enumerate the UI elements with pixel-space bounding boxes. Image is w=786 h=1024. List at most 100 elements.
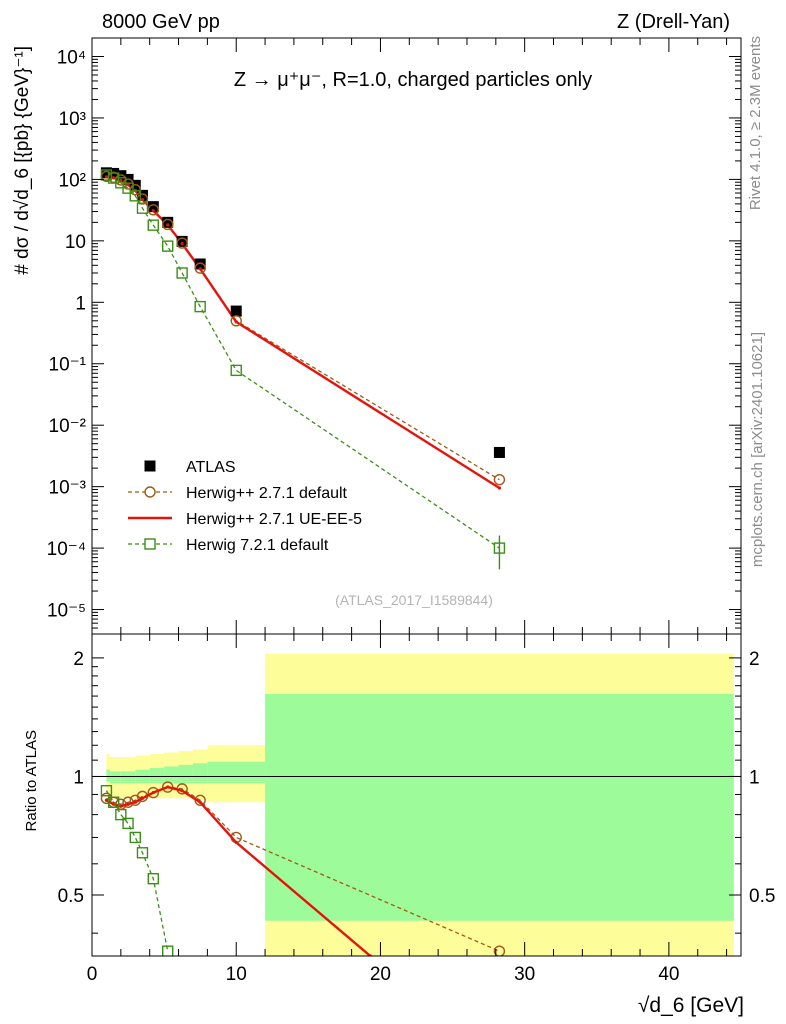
inner-band-bin	[106, 769, 111, 782]
y-tick-label: 10⁻⁵	[47, 601, 86, 622]
herwigpp-default-point	[176, 237, 188, 249]
ratio-series-group	[100, 781, 506, 956]
uncertainty-bands	[106, 653, 734, 956]
inner-band-bin	[110, 771, 121, 784]
ratio-point	[147, 872, 159, 885]
herwig7-default-point	[162, 240, 174, 252]
y-tick-label: 10⁴	[57, 47, 86, 68]
herwigpp-default-point	[147, 204, 159, 216]
plot-title: Z → μ⁺μ⁻, R=1.0, charged particles only	[234, 69, 592, 91]
legend-marker	[144, 538, 156, 550]
herwigpp-default-point	[136, 193, 149, 205]
legend-entry: Herwig++ 2.7.1 default	[128, 485, 348, 502]
ratio-y-tick-label-right: 2	[749, 649, 760, 670]
herwigpp-default-point	[194, 262, 206, 274]
ratio-y-tick-label: 1	[73, 767, 84, 788]
legend-marker	[144, 460, 156, 472]
ratio-point	[129, 831, 141, 844]
ratio-point	[126, 802, 130, 806]
legend-entry: Herwig++ 2.7.1 UE-EE-5	[128, 511, 362, 528]
herwigpp-ueee5-point	[104, 175, 109, 179]
x-tick-label: 20	[370, 964, 391, 985]
y-tick-label: 10³	[59, 109, 86, 130]
ratio-y-axis-label: Ratio to ATLAS	[23, 730, 40, 831]
ratio-point	[234, 840, 238, 845]
herwigpp-default-point	[493, 473, 506, 486]
herwigpp-ueee5-point	[151, 209, 155, 213]
herwigpp-default-point	[230, 315, 242, 327]
ratio-point	[107, 796, 120, 808]
herwigpp-ueee5-point	[166, 223, 170, 227]
main-series-group	[100, 167, 506, 570]
atlas-data-point	[162, 216, 174, 228]
inner-band-bin	[192, 763, 208, 784]
ratio-point	[100, 785, 113, 797]
atlas-data-point	[230, 305, 242, 317]
atlas-data-point	[100, 167, 112, 179]
herwigpp-ueee5-point	[112, 176, 116, 180]
herwigpp-default-point	[162, 218, 174, 231]
herwig7-default-point	[136, 202, 149, 214]
y-tick-label: 10²	[59, 170, 86, 191]
legend-label: ATLAS	[186, 459, 236, 476]
legend-label: Herwig 7.2.1 default	[186, 537, 329, 554]
x-tick-label: 0	[87, 964, 98, 985]
legend-label: Herwig++ 2.7.1 UE-EE-5	[186, 511, 362, 528]
herwigpp-ueee5-point	[234, 320, 238, 324]
ratio-point	[151, 790, 155, 795]
ratio-y-tick-label-right: 1	[749, 767, 760, 788]
mcplots-label: mcplots.cern.ch [arXiv:2401.10621]	[749, 332, 766, 567]
herwig7-default-point	[129, 190, 141, 202]
herwig7-default-point	[122, 182, 134, 194]
herwig7-default-point	[493, 542, 506, 554]
ratio-point	[166, 785, 170, 789]
y-tick-label: 10⁻³	[49, 478, 87, 499]
ratio-point	[104, 798, 109, 802]
ratio-y-tick-label: 0.5	[58, 886, 84, 907]
analysis-watermark: (ATLAS_2017_I1589844)	[335, 592, 493, 608]
herwig7-default-point	[100, 169, 113, 181]
ratio-point	[162, 945, 174, 956]
legend-entry: ATLAS	[144, 459, 236, 476]
x-axis-label: √d_6 [GeV]	[638, 994, 744, 1017]
x-tick-label: 40	[658, 964, 679, 985]
ratio-line-2	[105, 790, 169, 952]
inner-band-bin	[164, 766, 179, 784]
ratio-point	[140, 796, 145, 800]
header-left-label: 8000 GeV pp	[102, 11, 220, 33]
inner-band-bin	[149, 768, 165, 784]
atlas-data-point	[194, 258, 206, 270]
herwigpp-ueee5-point	[198, 267, 202, 271]
x-tick-label: 30	[514, 964, 535, 985]
ratio-point	[133, 800, 137, 804]
y-tick-label: 10⁻⁴	[47, 539, 86, 560]
herwigpp-ueee5-point	[119, 178, 123, 183]
inner-band-bin	[265, 693, 734, 921]
herwig7-default-point	[147, 219, 159, 231]
herwig7-default-point	[230, 364, 242, 377]
ratio-point	[122, 817, 134, 830]
legend-entry: Herwig 7.2.1 default	[128, 537, 329, 554]
ratio-y-tick-label: 2	[73, 649, 84, 670]
y-tick-label: 10⁻¹	[49, 355, 87, 376]
legend-label: Herwig++ 2.7.1 default	[186, 485, 348, 502]
main-y-axis-label: # dσ / d√d_6 [{pb} {GeV}⁻¹]	[12, 46, 33, 275]
ratio-point	[119, 804, 123, 808]
atlas-data-point	[136, 189, 148, 201]
legend: ATLAS Herwig++ 2.7.1 default Herwig++ 2.7.…	[128, 459, 362, 554]
y-tick-label: 1	[75, 293, 86, 314]
herwigpp-ueee5-point	[140, 197, 145, 202]
ratio-point	[493, 945, 506, 956]
inner-band-bin	[207, 761, 266, 784]
ratio-frame	[91, 633, 742, 957]
herwig7-default-point	[194, 300, 206, 313]
ratio-point	[147, 786, 159, 799]
inner-band-bin	[120, 771, 136, 784]
atlas-data-point	[176, 235, 188, 247]
ratio-point	[198, 800, 202, 804]
y-tick-label: 10	[65, 232, 86, 253]
header-right-label: Z (Drell-Yan)	[617, 11, 730, 33]
herwigpp-ueee5-point	[497, 486, 502, 490]
y-tick-label: 10⁻²	[49, 416, 87, 437]
ratio-panel: 0 10 20 30 40 0.5 0.5 1 1 2 2	[58, 633, 775, 985]
